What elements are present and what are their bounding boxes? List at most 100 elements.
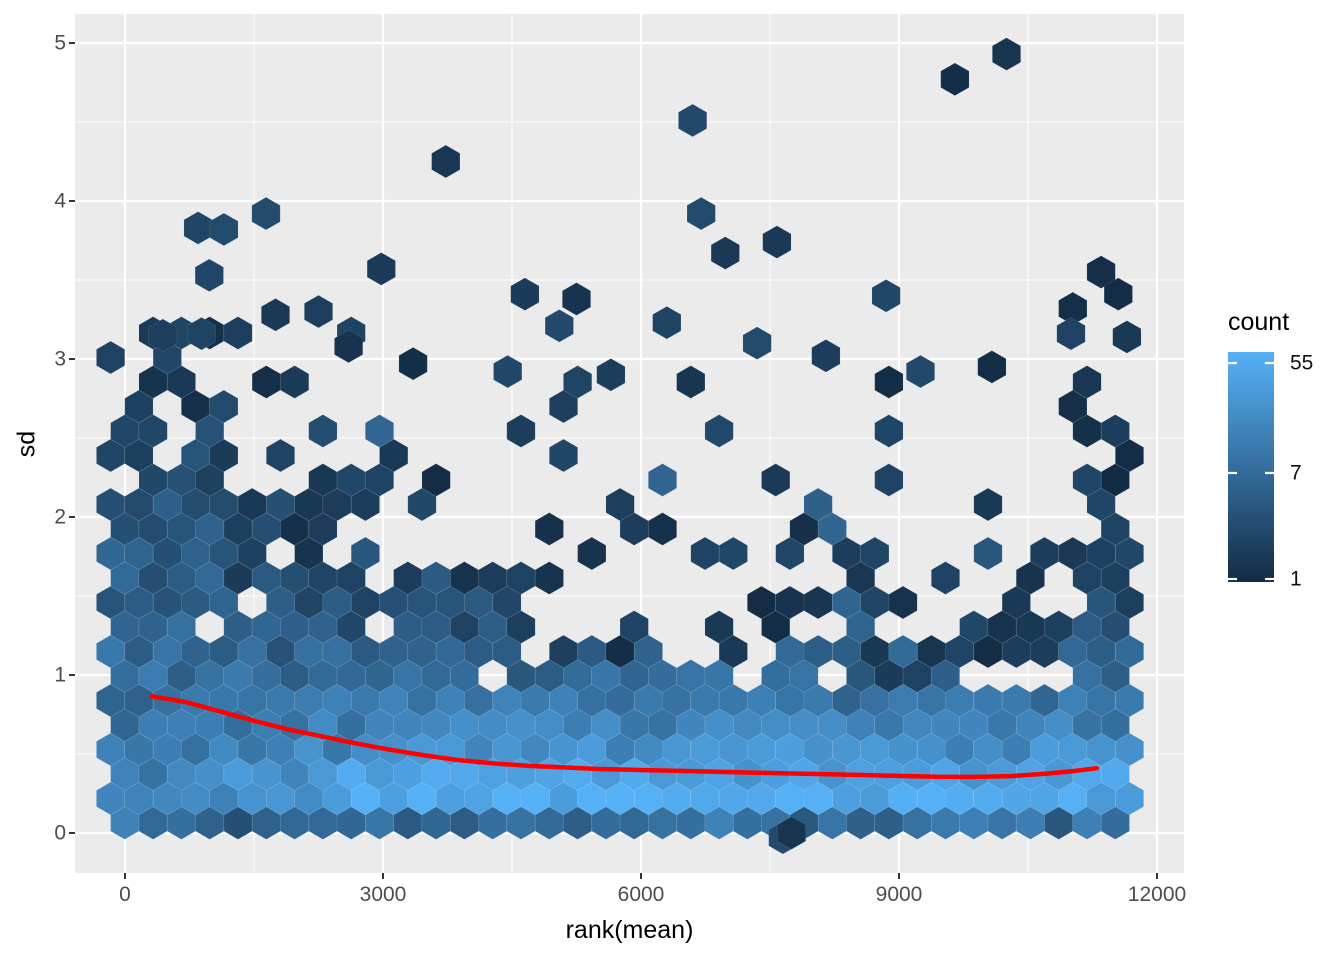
x-tick-label: 0 <box>119 883 131 906</box>
hex-bin <box>124 536 154 571</box>
hex-bin <box>1072 463 1102 497</box>
hex-bin <box>662 781 692 816</box>
legend-break-label: 7 <box>1290 461 1302 485</box>
hex-bin <box>846 806 876 840</box>
hex-bin <box>563 708 593 742</box>
hex-bin <box>110 659 140 693</box>
hex-bin <box>1100 708 1130 742</box>
hex-bin <box>209 389 239 424</box>
hex-bin <box>124 683 154 718</box>
hex-bin <box>180 732 211 767</box>
hex-bin <box>166 561 196 595</box>
hex-bin <box>308 806 338 840</box>
hex-bin <box>1114 438 1145 473</box>
hex-bin <box>96 340 126 375</box>
hex-bin <box>676 365 706 399</box>
hex-bin <box>1100 610 1130 644</box>
hex-bin <box>449 561 479 595</box>
hex-bin <box>209 585 239 620</box>
hex-bin <box>647 463 678 497</box>
hex-bin <box>251 365 281 399</box>
hex-bin <box>180 585 211 620</box>
hex-bin <box>166 757 196 791</box>
hex-bin <box>1086 781 1116 816</box>
hex-bin <box>251 806 281 840</box>
hex-bin <box>647 512 678 546</box>
hex-bin <box>294 487 324 522</box>
hex-bin <box>746 781 777 816</box>
x-tick-label: 12000 <box>1127 883 1187 906</box>
hex-bin <box>251 196 281 231</box>
hex-bin <box>195 806 225 840</box>
hex-bin <box>704 610 734 644</box>
hex-bin <box>1029 781 1060 816</box>
hex-bin <box>195 708 225 742</box>
hex-bin <box>945 781 975 816</box>
y-tick-label: 0 <box>54 821 66 845</box>
hex-bin <box>209 487 239 522</box>
hex-bin <box>652 305 682 340</box>
hex-bin <box>1001 585 1031 620</box>
hex-bin <box>1114 536 1145 571</box>
hex-bin <box>166 708 196 742</box>
hex-bin <box>905 354 936 389</box>
hex-bin <box>294 683 324 718</box>
hex-bin <box>1100 561 1130 595</box>
hex-bin <box>1100 414 1130 448</box>
hex-bin <box>945 683 975 718</box>
hex-bin <box>110 708 140 742</box>
legend-colorbar <box>1228 352 1274 582</box>
hex-bin <box>1086 732 1116 767</box>
hex-bin <box>987 806 1017 840</box>
y-tick-label: 1 <box>54 663 66 687</box>
hex-bin <box>308 512 338 546</box>
hex-bin <box>435 634 465 669</box>
hex-bin <box>393 708 423 742</box>
hex-bin <box>435 781 465 816</box>
hex-bin <box>846 610 876 644</box>
hex-bin <box>308 757 338 791</box>
hex-bin <box>1029 732 1060 767</box>
hex-bin <box>662 683 692 718</box>
hex-bin <box>977 350 1007 384</box>
hex-bin <box>605 683 635 718</box>
hex-bin <box>260 298 291 332</box>
hex-bin <box>704 806 734 840</box>
hex-bin <box>303 294 334 329</box>
hex-bin <box>308 463 338 497</box>
hex-bin <box>265 438 296 473</box>
hex-bin <box>237 683 267 718</box>
hex-bin <box>1015 561 1045 595</box>
hex-bin <box>180 536 211 571</box>
hex-bin <box>1086 683 1116 718</box>
hex-bin <box>605 487 635 522</box>
x-tick-label: 6000 <box>617 883 665 906</box>
hex-bin <box>350 487 380 522</box>
hex-bin <box>1072 610 1102 644</box>
hex-bin <box>1058 389 1088 424</box>
hex-bin <box>251 659 281 693</box>
hex-bin <box>506 414 536 448</box>
hex-bin <box>605 781 635 816</box>
hex-bin <box>520 683 550 718</box>
hex-bin <box>761 463 791 497</box>
y-tick-label: 2 <box>54 505 66 529</box>
hex-bin <box>930 561 961 595</box>
hex-bin <box>1114 585 1145 620</box>
hex-bin <box>209 536 239 571</box>
hex-bin <box>817 512 847 546</box>
hex-bin <box>846 708 876 742</box>
hex-bin <box>762 225 792 259</box>
hex-bin <box>811 339 841 373</box>
y-tick-label: 3 <box>54 347 66 371</box>
hex-bin <box>336 561 366 595</box>
hex-bin <box>308 561 338 595</box>
hex-bin <box>686 196 716 231</box>
hex-bin <box>761 610 791 644</box>
hex-bin <box>180 781 211 816</box>
hex-bin <box>506 610 536 644</box>
hex-bin <box>364 463 395 497</box>
hex-bin <box>336 610 366 644</box>
legend-break-label: 1 <box>1290 567 1302 591</box>
